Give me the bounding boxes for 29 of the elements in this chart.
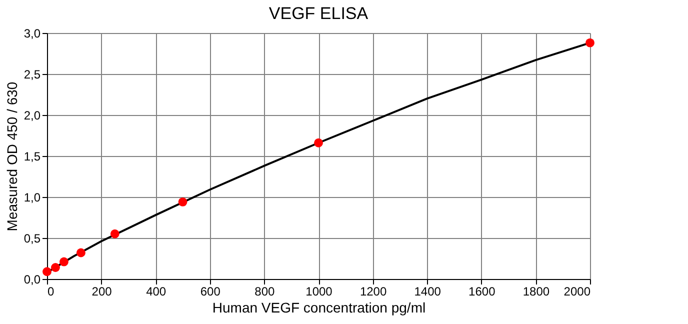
point xyxy=(42,267,52,276)
point xyxy=(110,229,120,238)
x-tick-label: 2000 xyxy=(564,284,591,298)
point xyxy=(59,257,68,266)
x-tick-label: 1000 xyxy=(306,284,333,298)
chart-title: VEGF ELISA xyxy=(268,4,369,23)
x-tick-label: 200 xyxy=(92,284,112,298)
x-tick-label: 400 xyxy=(146,284,166,298)
x-tick-label: 0 xyxy=(48,284,54,298)
x-tick-label: 1200 xyxy=(360,284,387,298)
y-axis-title: Measured OD 450 / 630 xyxy=(4,82,20,232)
x-axis-title: Human VEGF concentration pg/ml xyxy=(212,300,426,316)
y-tick-label: 0,0 xyxy=(24,272,41,286)
point xyxy=(314,138,323,148)
point xyxy=(76,248,86,258)
y-tick-label: 2,5 xyxy=(24,68,41,82)
x-tick-label: 1800 xyxy=(522,284,550,298)
y-tick-label: 1,0 xyxy=(24,190,41,204)
y-tick-label: 1,5 xyxy=(24,150,41,164)
y-tick-label: 0,5 xyxy=(24,232,41,246)
x-tick-label: 1400 xyxy=(414,284,442,298)
x-tick-label: 800 xyxy=(254,284,276,298)
point xyxy=(178,197,188,206)
point xyxy=(586,38,594,48)
y-tick-label: 2,0 xyxy=(24,108,41,122)
x-tick-label: 600 xyxy=(200,284,221,298)
point xyxy=(51,263,60,272)
y-tick-label: 3,0 xyxy=(24,26,41,40)
x-tick-label: 1600 xyxy=(468,284,496,298)
